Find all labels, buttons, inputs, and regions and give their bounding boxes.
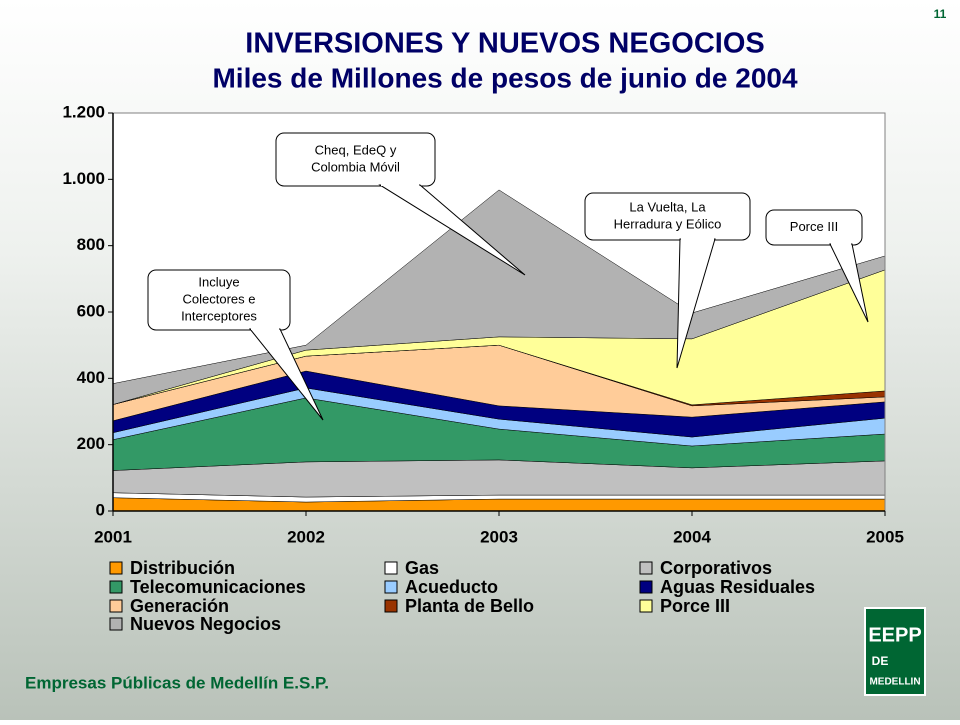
y-tick-label: 400	[77, 368, 105, 387]
legend-swatch	[639, 599, 653, 613]
legend-label: Generación	[130, 596, 229, 616]
logo-text: MEDELLIN	[869, 677, 920, 688]
callout-text: Colombia Móvil	[311, 159, 400, 174]
legend-swatch	[384, 561, 398, 575]
logo-text: EEPP	[868, 624, 921, 646]
y-tick-label: 1.200	[62, 102, 105, 121]
page-number: 11	[934, 7, 947, 21]
x-tick-label: 2003	[480, 527, 518, 546]
legend-label: Nuevos Negocios	[130, 614, 281, 634]
legend-label: Gas	[405, 558, 439, 578]
callout-text: La Vuelta, La	[629, 199, 706, 214]
callout	[147, 269, 291, 331]
logo-text: DE	[872, 654, 889, 668]
legend-label: Corporativos	[660, 558, 772, 578]
legend-swatch	[109, 617, 123, 631]
legend-label: Aguas Residuales	[660, 577, 815, 597]
logo	[864, 607, 926, 696]
legend-swatch	[109, 599, 123, 613]
y-tick-label: 600	[77, 301, 105, 320]
y-tick-label: 1.000	[62, 169, 105, 188]
y-tick-label: 0	[96, 500, 105, 519]
callout-text: Herradura y Eólico	[614, 216, 722, 231]
x-tick-label: 2002	[287, 527, 325, 546]
x-tick-label: 2001	[94, 527, 132, 546]
callout-text: Cheq, EdeQ y	[315, 142, 397, 157]
y-tick-label: 800	[77, 235, 105, 254]
legend-swatch	[639, 580, 653, 594]
legend-label: Telecomunicaciones	[130, 577, 306, 597]
legend-label: Porce III	[660, 596, 730, 616]
chart-subtitle: Miles de Millones de pesos de junio de 2…	[212, 62, 797, 93]
legend-swatch	[109, 561, 123, 575]
legend-swatch	[109, 580, 123, 594]
callout	[584, 192, 751, 241]
legend-swatch	[639, 561, 653, 575]
callout	[275, 132, 436, 187]
chart-title: INVERSIONES Y NUEVOS NEGOCIOS	[245, 28, 764, 60]
footer: Empresas Públicas de Medellín E.S.P.	[25, 673, 329, 692]
callout-text: Porce III	[790, 219, 838, 234]
y-tick-label: 200	[77, 434, 105, 453]
x-tick-label: 2005	[866, 527, 904, 546]
callout-text: Incluye	[198, 274, 239, 289]
callout	[765, 209, 863, 246]
legend-swatch	[384, 580, 398, 594]
legend-label: Planta de Bello	[405, 596, 534, 616]
callout-text: Colectores e	[183, 291, 256, 306]
callout-text: Interceptores	[181, 308, 257, 323]
legend-label: Distribución	[130, 558, 235, 578]
legend-swatch	[384, 599, 398, 613]
x-tick-label: 2004	[673, 527, 711, 546]
legend-label: Acueducto	[405, 577, 498, 597]
